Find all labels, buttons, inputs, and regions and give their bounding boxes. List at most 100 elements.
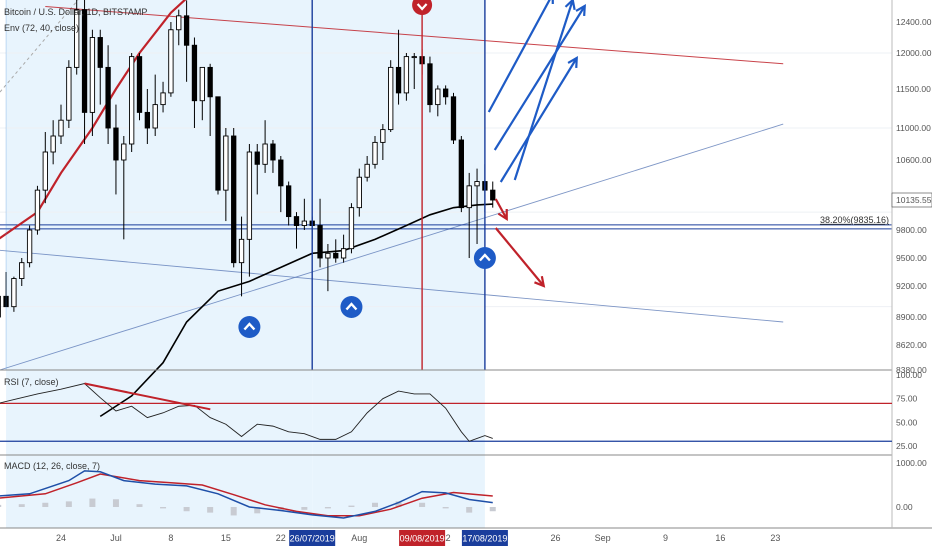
- macd-hist-bar-4: [89, 498, 96, 507]
- price-axis[interactable]: 12400.00 12000.00 11500.00 11000.00 10600.00…: [891, 17, 932, 375]
- fib-level-label: 38.20%(9835.16): [820, 215, 889, 225]
- candle-body-36: [278, 159, 284, 187]
- candle-body-29: [223, 135, 229, 191]
- candle-body-49: [380, 129, 386, 143]
- forecast-up-arrow-0: [487, 0, 551, 113]
- candle-body-9: [66, 66, 72, 121]
- candle-body-26: [199, 66, 205, 102]
- macd-hist-bar-8: [183, 507, 190, 512]
- price-label-1: 12000.00: [896, 48, 932, 58]
- rsi-line: [0, 383, 493, 442]
- macd-hist-bar-20: [466, 507, 473, 513]
- buy-marker-chevron-2: [479, 253, 491, 262]
- macd-hist-bar-18: [419, 502, 426, 507]
- macd-hist-bar-1: [18, 504, 25, 507]
- price-label-9: 8620.00: [896, 340, 927, 350]
- macd-hist-bar-0: [0, 504, 2, 507]
- forecast-up-arrow-0-head: [544, 0, 554, 5]
- candle-body-45: [348, 207, 355, 250]
- macd-hist-bar-14: [324, 507, 331, 509]
- candle-body-42: [325, 252, 331, 259]
- candle-body-4: [26, 229, 33, 264]
- candle-body-34: [262, 143, 268, 165]
- highlight-date-label-1: 09/08/2019: [400, 534, 445, 544]
- candle-body-43: [333, 252, 339, 259]
- time-label-11: 23: [770, 533, 780, 543]
- time-label-9: 9: [663, 533, 668, 543]
- candle-body-39: [301, 220, 307, 226]
- candle-body-52: [403, 56, 410, 94]
- candle-body-14: [105, 66, 111, 129]
- macd-hist-bar-16: [372, 502, 378, 507]
- signal-markers[interactable]: [238, 0, 496, 338]
- buy-marker-chevron-0: [243, 322, 256, 331]
- price-label-8: 8900.00: [896, 312, 927, 322]
- macd-hist-bar-6: [136, 504, 143, 507]
- vertical-markers[interactable]: [5, 0, 486, 370]
- price-label-10: 8380.00: [896, 365, 927, 375]
- candle-body-21: [160, 92, 166, 106]
- highlight-date-box-2: [461, 530, 508, 546]
- candle-body-44: [340, 248, 347, 259]
- time-label-4: 22: [276, 533, 286, 543]
- candle-body-31: [238, 238, 245, 264]
- candle-body-27: [207, 66, 213, 98]
- macd-axis[interactable]: 1000.00 0.00: [896, 458, 927, 512]
- zone-0: [6, 0, 313, 528]
- price-label-2: 11500.00: [896, 84, 931, 94]
- rsi-axis[interactable]: 100.00 75.00 50.00 25.00: [896, 370, 922, 451]
- candle-body-33: [254, 151, 260, 165]
- candle-body-16: [121, 143, 127, 161]
- forecast-arrows[interactable]: [487, 0, 586, 288]
- time-label-3: 15: [221, 533, 231, 543]
- candle-body-22: [168, 29, 174, 94]
- macd-hist-bar-3: [65, 501, 72, 507]
- rsi-panel: [0, 382, 892, 442]
- price-label-6: 9500.00: [896, 253, 927, 263]
- buy-marker-chevron-1: [345, 302, 358, 311]
- trendline-2: [0, 123, 784, 371]
- macd-hist-bar-19: [442, 507, 449, 509]
- candle-body-13: [97, 37, 103, 68]
- rsi-axis-label-3: 25.00: [896, 441, 918, 451]
- macd-line: [0, 470, 493, 519]
- trendline-1: [0, 249, 784, 323]
- indicator-legend: Env (72, 40, close): [4, 23, 79, 33]
- candle-body-32: [246, 151, 253, 240]
- time-label-6: 12: [441, 533, 451, 543]
- candle-body-10: [74, 9, 80, 68]
- forecast-down-arrow-1-head: [534, 275, 546, 288]
- rsi-legend: RSI (7, close): [4, 377, 59, 387]
- candle-body-25: [191, 44, 198, 102]
- macd-axis-label-0: 1000.00: [896, 458, 927, 468]
- macd-hist-bar-9: [207, 507, 214, 513]
- price-label-0: 12400.00: [896, 17, 932, 27]
- candle-body-15: [113, 127, 119, 161]
- forecast-up-arrow-1-head: [575, 4, 586, 17]
- macd-hist-bar-11: [254, 507, 261, 514]
- macd-hist-bar-2: [42, 502, 49, 507]
- candle-body-6: [42, 151, 48, 191]
- price-label-5: 9800.00: [896, 225, 927, 235]
- forecast-up-arrow-3: [513, 0, 574, 181]
- current-price-box: [891, 192, 932, 208]
- macd-axis-label-1: 0.00: [896, 502, 913, 512]
- candle-body-37: [286, 185, 292, 218]
- candle-body-5: [34, 189, 41, 231]
- time-axis[interactable]: 24 Jul 8 15 22 Aug 12 26 Sep 9 16 23 26/07/2019 09/08…: [56, 530, 780, 546]
- highlight-date-box-1: [399, 530, 446, 546]
- rsi-divergence-line: [84, 382, 211, 411]
- candle-body-41: [317, 225, 323, 259]
- envelope-lower-dashed: [0, 0, 79, 93]
- candle-body-56: [435, 88, 441, 106]
- macd-hist-bar-13: [301, 507, 308, 510]
- time-label-1: Jul: [110, 533, 122, 543]
- fib-level-lines[interactable]: 38.20%(9835.16): [0, 215, 892, 230]
- rsi-axis-label-1: 75.00: [896, 394, 918, 404]
- candle-body-61: [474, 181, 480, 187]
- sell-marker-chevron-3: [416, 3, 428, 11]
- forecast-down-arrow-1: [494, 227, 545, 287]
- highlight-date-label-2: 17/08/2019: [462, 534, 507, 544]
- macd-hist-bar-5: [112, 499, 119, 507]
